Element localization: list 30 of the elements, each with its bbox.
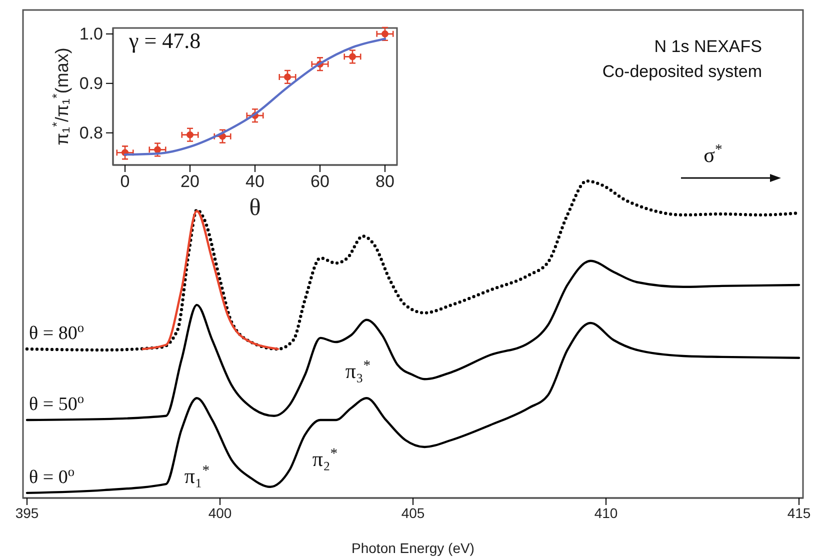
series-label: θ = 0$^{o}$ bbox=[29, 463, 75, 488]
text: Co-deposited system bbox=[602, 62, 762, 81]
x-tick-label: 40 bbox=[246, 172, 264, 192]
point bbox=[186, 131, 194, 138]
point bbox=[284, 73, 291, 80]
annotation: γ = 47.8 bbox=[128, 28, 201, 53]
x-tick-label: 0 bbox=[120, 172, 130, 192]
text: σ$^{*}$ bbox=[704, 142, 722, 167]
point bbox=[348, 53, 356, 60]
x-tick-label: 400 bbox=[208, 504, 232, 521]
point bbox=[154, 146, 162, 154]
annotation: π₁$^{*}$ bbox=[184, 463, 210, 488]
x-tick-label: 405 bbox=[401, 504, 425, 521]
x-tick-label: 60 bbox=[310, 172, 330, 192]
y-tick-label: 0.8 bbox=[79, 123, 103, 142]
series-label: θ = 50$^{o}$ bbox=[29, 390, 84, 416]
text: N 1s NEXAFS bbox=[654, 37, 762, 56]
series-label: θ = 80$^{o}$ bbox=[29, 320, 84, 344]
x-tick-label: 395 bbox=[15, 504, 39, 521]
x-tick-label: 415 bbox=[787, 504, 811, 521]
x-tick-label: 20 bbox=[180, 172, 200, 192]
annotation: π₂$^{*}$ bbox=[312, 446, 338, 471]
y-tick-label: 1.0 bbox=[79, 24, 103, 44]
x-axis-title: Photon Energy (eV) bbox=[352, 540, 474, 556]
x-tick-label: 80 bbox=[376, 172, 394, 192]
annotation: π₃$^{*}$ bbox=[345, 358, 371, 383]
x-tick-label: 410 bbox=[594, 504, 618, 521]
y-tick-label: 0.9 bbox=[79, 74, 103, 93]
x-axis-title: θ bbox=[249, 195, 261, 221]
point bbox=[381, 30, 388, 38]
